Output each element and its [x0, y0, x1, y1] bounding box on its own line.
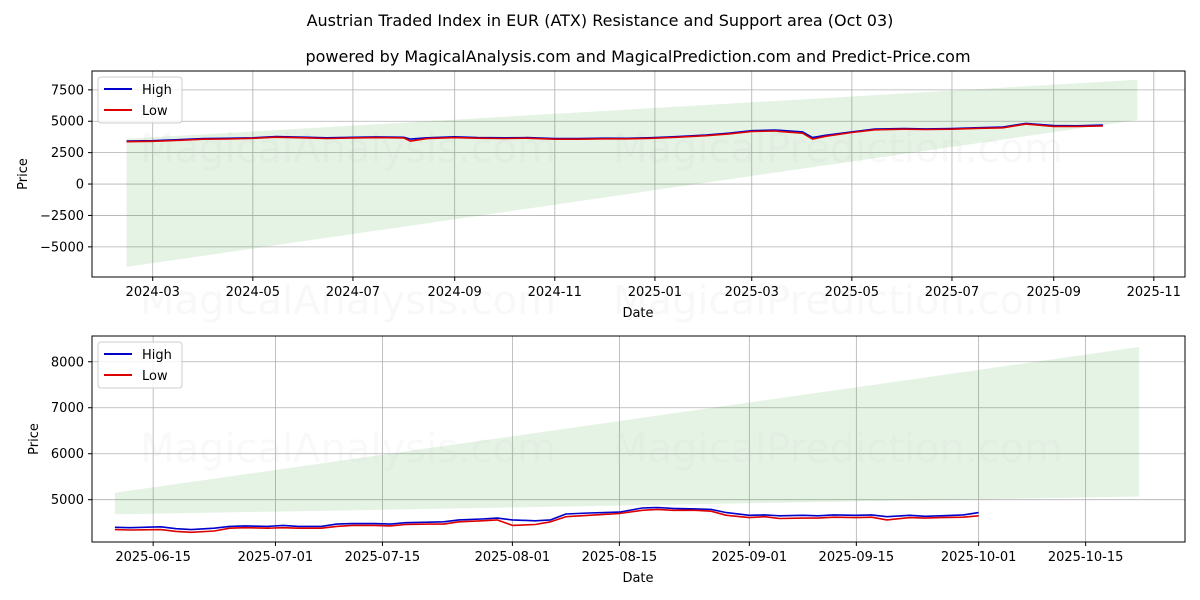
series-line-low: [126, 123, 1103, 143]
x-tick-label: 2025-08-15: [582, 550, 658, 565]
x-tick-label: 2025-07-01: [238, 550, 314, 565]
top-x-axis-label: Date: [622, 306, 653, 321]
bottom-y-ticks: 5000 6000 7000 8000: [51, 355, 92, 508]
bottom-band: [114, 347, 1140, 515]
y-tick-label: 5000: [51, 115, 84, 130]
bottom-legend: High Low: [97, 341, 183, 389]
top-legend: High Low: [97, 76, 183, 124]
x-tick-label: 2025-01: [628, 285, 682, 300]
legend-high-label: High: [142, 83, 172, 98]
x-tick-label: 2025-07: [925, 285, 979, 300]
top-y-axis-label: Price: [16, 158, 31, 190]
x-tick-label: 2025-09: [1027, 285, 1081, 300]
x-tick-label: 2025-03: [725, 285, 779, 300]
y-tick-label: 5000: [51, 493, 84, 508]
watermark-right-bottom: MagicalPrediction.com: [613, 426, 1063, 472]
x-tick-label: 2025-10-01: [941, 550, 1017, 565]
x-tick-label: 2025-11: [1127, 285, 1181, 300]
legend-low-label: Low: [142, 104, 168, 119]
bottom-series: [114, 506, 979, 534]
watermark-right-lower: MagicalPrediction.com: [613, 278, 1063, 324]
series-line-low: [114, 508, 979, 534]
top-panel: MagicalAnalysis.com MagicalPrediction.co…: [16, 70, 1186, 324]
top-series: [126, 122, 1103, 143]
series-line-high: [114, 506, 979, 531]
x-tick-label: 2025-07-15: [345, 550, 421, 565]
x-tick-label: 2024-09: [428, 285, 482, 300]
legend-low-label: Low: [142, 369, 168, 384]
resistance-support-band: [126, 79, 1138, 267]
chart-title: Austrian Traded Index in EUR (ATX) Resis…: [307, 11, 894, 30]
watermark-left-bottom: MagicalAnalysis.com: [140, 426, 556, 472]
top-grid: [92, 71, 1185, 277]
bottom-x-ticks: 2025-06-15 2025-07-01 2025-07-15 2025-08-01…: [115, 542, 1123, 565]
top-watermark: MagicalAnalysis.com MagicalPrediction.co…: [140, 126, 1063, 324]
y-tick-label: 7000: [51, 401, 84, 416]
bottom-watermark: MagicalAnalysis.com MagicalPrediction.co…: [140, 426, 1063, 472]
y-tick-label: 0: [76, 178, 84, 193]
bottom-x-axis-label: Date: [622, 571, 653, 586]
x-tick-label: 2025-10-15: [1048, 550, 1124, 565]
legend-high-label: High: [142, 348, 172, 363]
y-tick-label: −2500: [40, 209, 84, 224]
x-tick-label: 2025-09-01: [712, 550, 788, 565]
bottom-axes-frame: [91, 335, 1186, 543]
x-tick-label: 2025-05: [825, 285, 879, 300]
bottom-grid: [92, 336, 1185, 542]
y-tick-label: −5000: [40, 240, 84, 255]
x-tick-label: 2024-05: [226, 285, 280, 300]
bottom-panel: MagicalAnalysis.com MagicalPrediction.co…: [27, 335, 1186, 586]
y-tick-label: 7500: [51, 83, 84, 98]
y-tick-label: 6000: [51, 447, 84, 462]
resistance-support-band: [114, 347, 1140, 515]
top-band: [126, 79, 1138, 267]
top-y-ticks: −5000 −2500 0 2500 5000 7500: [40, 83, 92, 255]
bottom-y-axis-label: Price: [27, 423, 42, 455]
x-tick-label: 2024-03: [126, 285, 180, 300]
chart-subtitle: powered by MagicalAnalysis.com and Magic…: [305, 47, 970, 66]
x-tick-label: 2025-06-15: [115, 550, 191, 565]
x-tick-label: 2024-11: [528, 285, 582, 300]
watermark-left-lower: MagicalAnalysis.com: [140, 278, 556, 324]
x-tick-label: 2024-07: [326, 285, 380, 300]
x-tick-label: 2025-09-15: [819, 550, 895, 565]
y-tick-label: 2500: [51, 146, 84, 161]
x-tick-label: 2025-08-01: [475, 550, 551, 565]
y-tick-label: 8000: [51, 355, 84, 370]
top-x-ticks: 2024-03 2024-05 2024-07 2024-09 2024-11 2025-…: [126, 277, 1181, 300]
top-axes-frame: [91, 70, 1186, 278]
watermark-left: MagicalAnalysis.com: [140, 126, 556, 172]
